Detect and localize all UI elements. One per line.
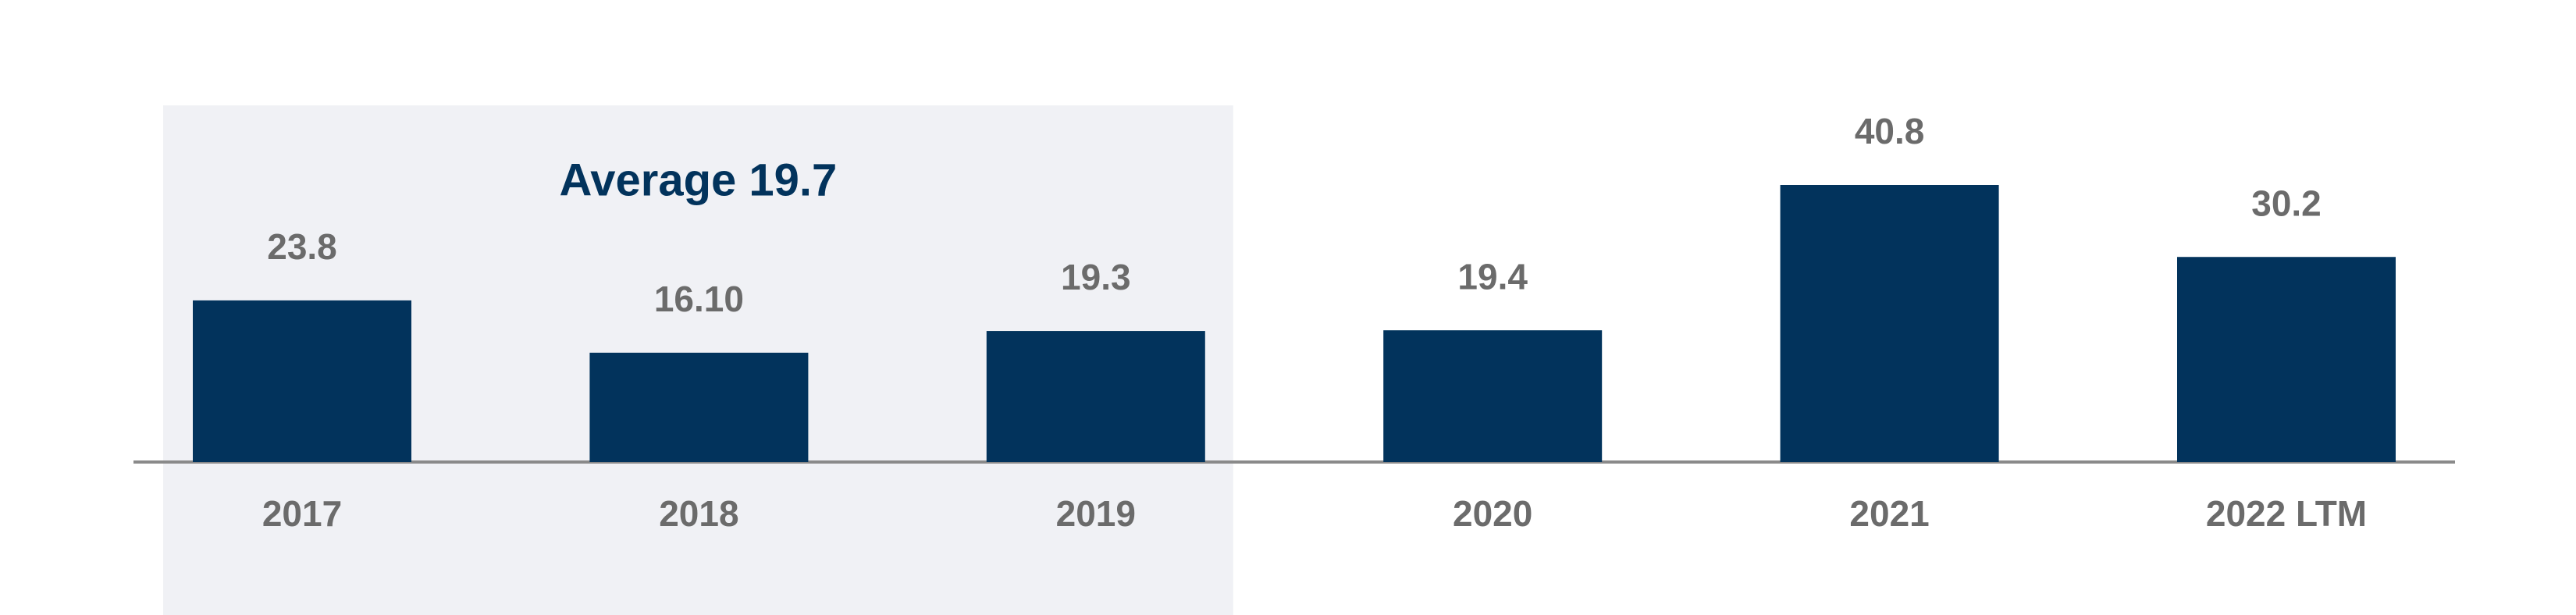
bar bbox=[193, 300, 411, 462]
bar bbox=[2177, 257, 2396, 462]
x-tick-label: 2019 bbox=[1056, 493, 1136, 534]
x-tick-label: 2018 bbox=[659, 493, 738, 534]
value-label: 19.4 bbox=[1457, 256, 1528, 297]
bar bbox=[589, 352, 809, 462]
value-label: 40.8 bbox=[1855, 111, 1925, 151]
value-label: 30.2 bbox=[2251, 183, 2322, 223]
bar bbox=[1780, 185, 1999, 462]
annotation: Average 19.7 bbox=[560, 155, 838, 205]
x-tick-label: 2022 LTM bbox=[2206, 493, 2367, 534]
value-label: 16.10 bbox=[654, 279, 744, 319]
bar bbox=[986, 331, 1205, 462]
value-label: 23.8 bbox=[267, 226, 337, 267]
x-tick-label: 2020 bbox=[1453, 493, 1532, 534]
x-tick-label: 2021 bbox=[1849, 493, 1929, 534]
value-label: 19.3 bbox=[1061, 257, 1131, 297]
x-tick-label: 2017 bbox=[262, 493, 342, 534]
bar bbox=[1383, 330, 1603, 462]
